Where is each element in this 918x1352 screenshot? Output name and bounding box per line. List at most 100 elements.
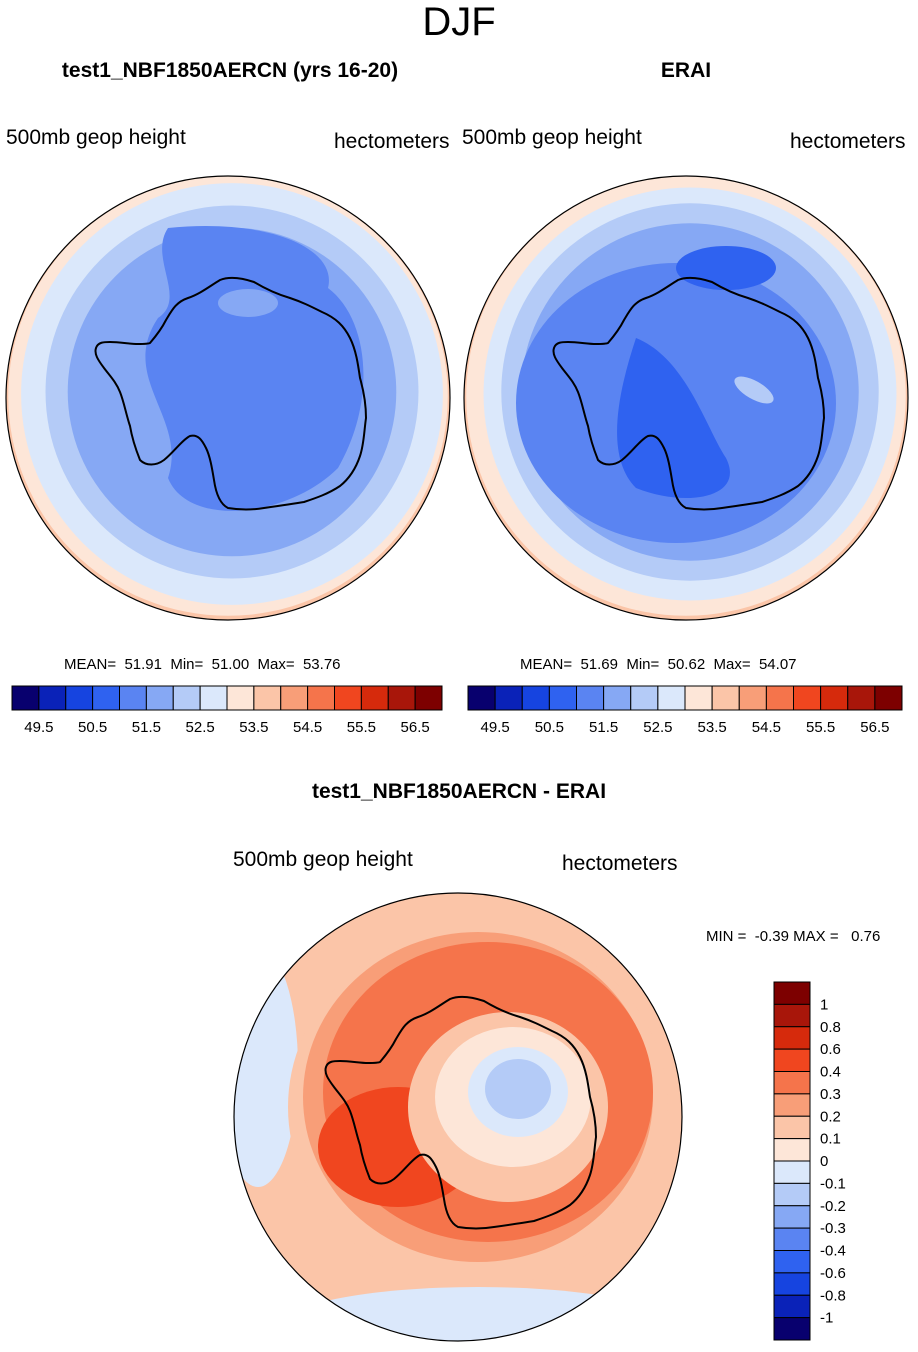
panel1-stats: MEAN= 51.91 Min= 51.00 Max= 53.76 xyxy=(64,656,341,673)
panel2-min-label: Min= xyxy=(626,656,660,673)
colorbar-cell xyxy=(521,685,550,711)
colorbar-cell xyxy=(684,685,713,711)
colorbar-tick-label: 49.5 xyxy=(481,719,510,736)
colorbar-cell xyxy=(711,685,740,711)
colorbar-cell xyxy=(145,685,174,711)
colorbar-tick-label: 56.5 xyxy=(860,719,889,736)
colorbar-cell xyxy=(414,685,443,711)
colorbar-cell xyxy=(773,1138,811,1162)
panel2-mean-label: MEAN= xyxy=(520,656,573,673)
panel3-title: test1_NBF1850AERCN - ERAI xyxy=(311,780,607,803)
p3-neg-west xyxy=(234,947,298,1187)
colorbar-cell xyxy=(494,685,523,711)
panel1-min-value: 51.00 xyxy=(211,656,250,673)
colorbar-cell xyxy=(773,1093,811,1117)
colorbar-cell xyxy=(576,685,605,711)
colorbar-cell xyxy=(65,685,94,711)
colorbar-tick-label: 51.5 xyxy=(132,719,161,736)
panel2-title: ERAI xyxy=(660,59,712,82)
colorbar-cell xyxy=(773,1272,811,1296)
colorbar-tick-label: 0.3 xyxy=(820,1086,841,1103)
colorbar-tick-label: 53.5 xyxy=(698,719,727,736)
colorbar-cell xyxy=(820,685,849,711)
colorbar-tick-label: -0.1 xyxy=(820,1175,846,1192)
panel3-stats: MIN = -0.39 MAX = 0.76 xyxy=(706,928,880,945)
colorbar-tick-label: 50.5 xyxy=(78,719,107,736)
colorbar-cell xyxy=(793,685,822,711)
colorbar-cell xyxy=(630,685,659,711)
season-title: DJF xyxy=(422,0,496,44)
colorbar-tick-label: 0.2 xyxy=(820,1108,841,1125)
colorbar-cell xyxy=(773,1003,811,1028)
colorbar-cell xyxy=(387,685,416,711)
colorbar-tick-label: -0.8 xyxy=(820,1287,846,1304)
colorbar-cell xyxy=(11,685,40,711)
panel2-colorbar: 49.5 50.5 51.5 52.5 53.5 54.5 55.5 56.5 xyxy=(467,685,903,736)
colorbar-cell xyxy=(280,685,309,711)
colorbar-cell xyxy=(773,1294,811,1319)
panel3-min-label: MIN = xyxy=(706,928,747,945)
colorbar-cell xyxy=(548,685,577,711)
panel3-variable: 500mb geop height xyxy=(233,848,413,871)
colorbar-cell xyxy=(773,1115,811,1140)
colorbar-tick-label: 0 xyxy=(820,1153,828,1170)
colorbar-tick-label: 0.1 xyxy=(820,1131,841,1148)
panel1-max-value: 53.76 xyxy=(302,656,341,673)
p3-neg-center-2 xyxy=(485,1059,551,1119)
colorbar-cell xyxy=(226,685,255,711)
colorbar-cell xyxy=(199,685,228,711)
panel1-map-border xyxy=(5,175,451,621)
panel1-title: test1_NBF1850AERCN (yrs 16-20) xyxy=(61,59,399,82)
panel2-variable: 500mb geop height xyxy=(462,126,642,149)
colorbar-tick-label: -0.6 xyxy=(820,1265,846,1282)
colorbar-tick-label: 49.5 xyxy=(24,719,53,736)
panel2-min-value: 50.62 xyxy=(667,656,706,673)
colorbar-cell xyxy=(773,981,811,1005)
colorbar-cell xyxy=(360,685,389,711)
colorbar-cell xyxy=(307,685,335,711)
colorbar-tick-label: 52.5 xyxy=(186,719,215,736)
colorbar-cell xyxy=(172,685,201,711)
panel1-mean-value: 51.91 xyxy=(124,656,162,673)
panel3-colorbar: 1 0.8 0.6 0.4 0.3 0.2 0.1 0 -0.1 -0.2 -0.3 -0.4 -0.6… xyxy=(773,981,846,1341)
panel3-max-label: MAX = xyxy=(793,928,839,945)
p2-low-region xyxy=(617,338,730,498)
colorbar-tick-label: 51.5 xyxy=(589,719,618,736)
colorbar-cell xyxy=(773,1250,811,1274)
panel2-map-border xyxy=(463,175,909,621)
colorbar-tick-label: 0.4 xyxy=(820,1064,841,1081)
colorbar-tick-label: -0.3 xyxy=(820,1220,846,1237)
colorbar-tick-label: 55.5 xyxy=(347,719,376,736)
panel1-variable: 500mb geop height xyxy=(6,126,186,149)
colorbar-tick-label: 54.5 xyxy=(293,719,322,736)
colorbar-cell xyxy=(773,1026,811,1050)
panel2-max-label: Max= xyxy=(713,656,751,673)
colorbar-tick-label: -0.4 xyxy=(820,1243,846,1260)
colorbar-tick-label: -1 xyxy=(820,1310,833,1327)
colorbar-cell xyxy=(773,1182,811,1207)
panel1-mean-label: MEAN= xyxy=(64,656,117,673)
panel3-map xyxy=(234,893,682,1341)
colorbar-tick-label: 50.5 xyxy=(535,719,564,736)
colorbar-cell xyxy=(603,685,632,711)
p2-ridge xyxy=(734,376,774,404)
panel1-map xyxy=(6,176,450,620)
colorbar-tick-label: 0.8 xyxy=(820,1019,841,1036)
colorbar-cell xyxy=(773,1227,811,1251)
colorbar-cell xyxy=(657,685,686,711)
p1-ridge xyxy=(218,289,278,317)
colorbar-cell xyxy=(773,1317,811,1341)
panel2-map xyxy=(464,176,908,620)
panel2-max-value: 54.07 xyxy=(758,656,797,673)
colorbar-cell xyxy=(773,1048,811,1072)
colorbar-cell xyxy=(467,685,496,711)
panel1-max-label: Max= xyxy=(257,656,295,673)
colorbar-tick-label: 52.5 xyxy=(643,719,672,736)
colorbar-tick-label: -0.2 xyxy=(820,1198,846,1215)
p2-low-region-2 xyxy=(676,246,776,290)
colorbar-cell xyxy=(38,685,67,711)
colorbar-tick-label: 56.5 xyxy=(401,719,430,736)
colorbar-tick-label: 1 xyxy=(820,996,828,1013)
panel2-mean-value: 51.69 xyxy=(580,656,618,673)
colorbar-cell xyxy=(773,1160,811,1184)
